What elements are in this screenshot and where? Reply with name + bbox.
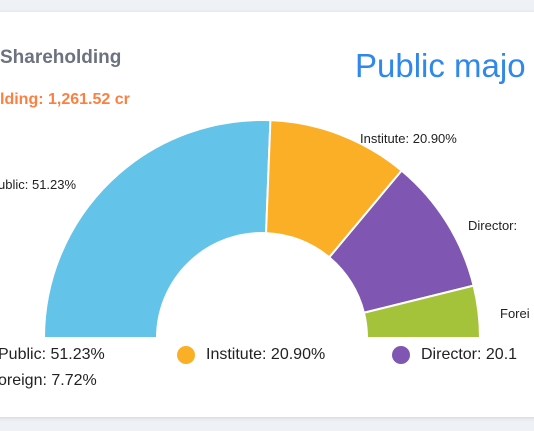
legend-label-institute: Institute: 20.90%: [206, 346, 326, 363]
legend-item-director: Director: 20.1: [392, 346, 517, 364]
chart-legend: Public: 51.23% Institute: 20.90% Directo…: [0, 343, 534, 403]
slice-label-foreign: Forei: [500, 306, 530, 321]
slice-foreign[interactable]: [362, 284, 482, 339]
legend-item-public: Public: 51.23%: [0, 346, 105, 364]
legend-label-public: Public: 51.23%: [0, 346, 105, 363]
slice-label-public: ublic: 51.23%: [0, 177, 76, 192]
headline-text: Public majo: [355, 47, 526, 84]
card-title: Shareholding: [0, 47, 122, 68]
slice-public[interactable]: [42, 119, 272, 339]
slice-label-director: Director:: [468, 218, 517, 233]
legend-label-foreign: oreign: 7.72%: [0, 372, 97, 389]
slice-label-institute: Institute: 20.90%: [360, 131, 457, 146]
shareholding-value: lding: 1,261.52 cr: [0, 91, 130, 108]
legend-item-foreign: oreign: 7.72%: [0, 372, 97, 390]
legend-dot-institute: [177, 346, 195, 364]
legend-label-director: Director: 20.1: [421, 346, 518, 363]
legend-item-institute: Institute: 20.90%: [177, 346, 325, 364]
legend-dot-director: [392, 346, 410, 364]
